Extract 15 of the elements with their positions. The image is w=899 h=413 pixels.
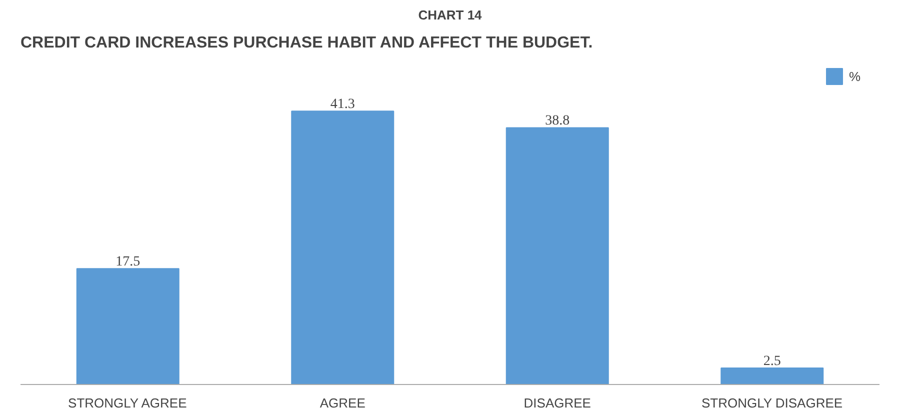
x-tick-label: STRONGLY DISAGREE — [701, 396, 843, 410]
chart-title: CHART 14 — [418, 8, 483, 22]
bar — [76, 268, 180, 384]
x-tick-label: STRONGLY AGREE — [68, 396, 188, 410]
chart-subtitle: CREDIT CARD INCREASES PURCHASE HABIT AND AFFECT THE BUDGET. — [20, 34, 593, 52]
data-label: 38.8 — [545, 114, 570, 129]
data-label: 17.5 — [116, 254, 140, 270]
bar — [291, 110, 394, 384]
data-label: 2.5 — [763, 354, 781, 369]
data-label: 41.3 — [330, 97, 355, 112]
x-tick-label: AGREE — [320, 396, 366, 410]
legend-label: % — [849, 68, 862, 84]
bar — [720, 367, 824, 384]
bar — [506, 127, 609, 384]
x-tick-label: DISAGREE — [524, 396, 592, 410]
